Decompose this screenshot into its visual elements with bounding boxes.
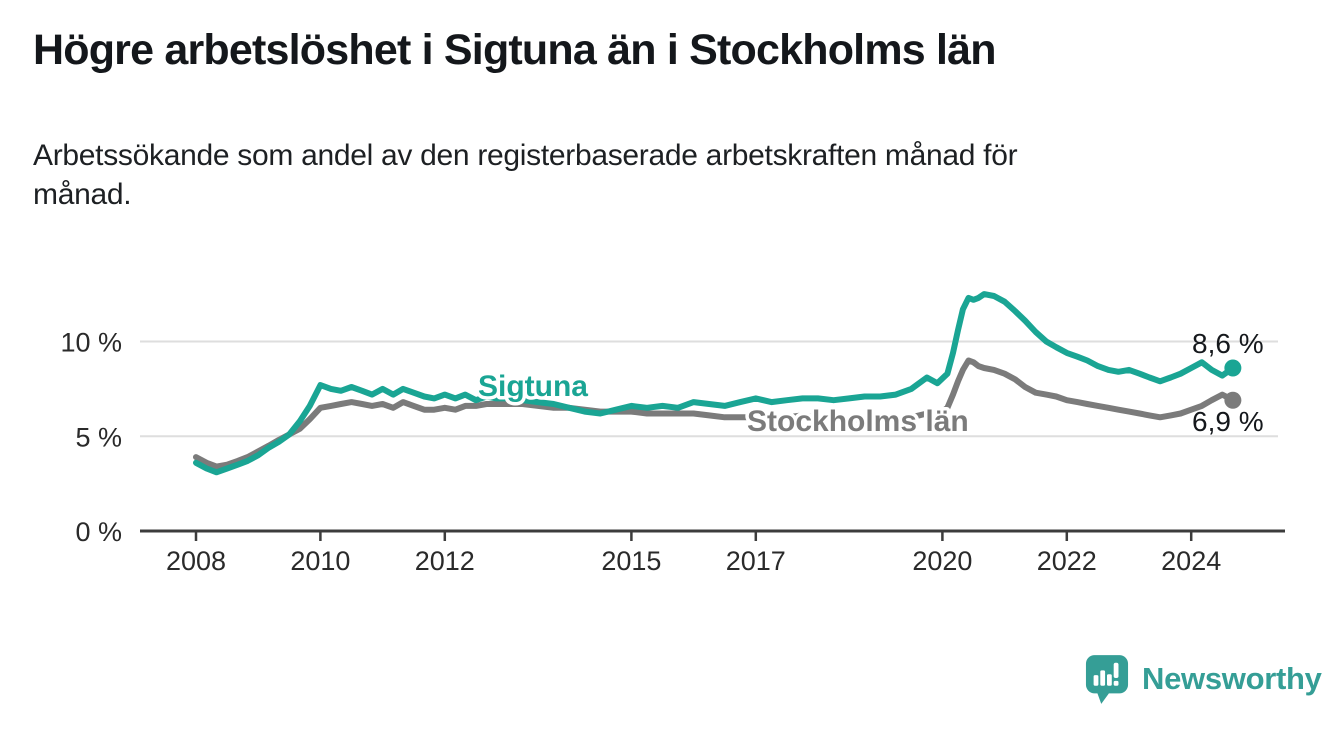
chart-line-stockholms-l-n <box>193 357 1236 470</box>
x-tick-label: 2008 <box>166 546 226 576</box>
logo-exclamation-bar <box>1113 662 1119 679</box>
logo-bar-2 <box>1100 670 1106 686</box>
newsworthy-logo-text: Newsworthy <box>1142 661 1322 696</box>
logo-bar-1 <box>1093 675 1099 686</box>
subtitle-line-2: månad. <box>33 178 132 211</box>
y-tick-label: 5 % <box>75 422 122 452</box>
y-tick-label: 0 % <box>75 517 122 547</box>
x-tick-label: 2017 <box>726 546 786 576</box>
y-tick-label: 10 % <box>60 328 122 358</box>
x-tick-label: 2010 <box>290 546 350 576</box>
x-tick-label: 2022 <box>1037 546 1097 576</box>
x-tick-label: 2024 <box>1161 546 1221 576</box>
logo-exclamation-dot <box>1113 680 1119 686</box>
logo-bar-3 <box>1107 674 1112 686</box>
x-tick-label: 2012 <box>415 546 475 576</box>
end-point-dot <box>1224 359 1242 377</box>
end-value-label: 6,9 % <box>1192 406 1264 437</box>
end-point-dot <box>1224 391 1242 409</box>
chart-subtitle: Arbetssökande som andel av den registerb… <box>33 136 1018 214</box>
series-label: Sigtuna <box>478 370 588 403</box>
end-value-label: 8,6 % <box>1192 328 1264 359</box>
page-title: Högre arbetslöshet i Sigtuna än i Stockh… <box>33 26 997 74</box>
x-tick-label: 2020 <box>912 546 972 576</box>
newsworthy-logo-icon <box>1085 655 1129 704</box>
x-tick-label: 2015 <box>601 546 661 576</box>
newsworthy-logo: Newsworthy <box>1085 654 1322 704</box>
subtitle-line-1: Arbetssökande som andel av den registerb… <box>33 139 1018 172</box>
series-label: Stockholms län <box>747 405 969 438</box>
chart-line-sigtuna <box>193 291 1236 476</box>
